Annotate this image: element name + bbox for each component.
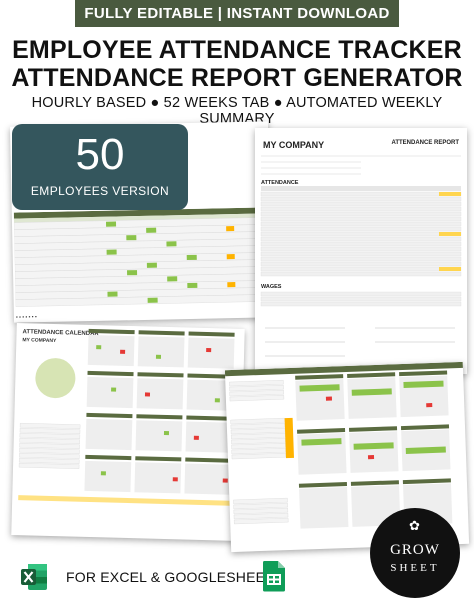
top-banner: FULLY EDITABLE | INSTANT DOWNLOAD <box>75 0 399 27</box>
badge-label: EMPLOYEES VERSION <box>30 184 170 198</box>
report-section-wages: WAGES <box>261 284 282 290</box>
employee-table-preview <box>13 207 268 307</box>
main-title-line2: ATTENDANCE REPORT GENERATOR <box>11 64 463 92</box>
attendance-report-preview: MY COMPANY ATTENDANCE REPORT ATTENDANCE … <box>255 128 467 374</box>
report-brand: MY COMPANY <box>263 140 325 150</box>
report-section-attendance: ATTENDANCE <box>261 180 299 186</box>
attendance-tracker-preview <box>224 361 470 553</box>
calendar-grid-preview <box>18 328 235 506</box>
footer-compatibility: FOR EXCEL & GOOGLESHEETS <box>66 569 284 585</box>
main-title-line1: EMPLOYEE ATTENDANCE TRACKER <box>12 36 462 64</box>
attendance-calendar-preview: ATTENDANCE CALENDAR MY COMPANY <box>11 323 245 541</box>
spreadsheet-preview: ▪ ▪ ▪ ▪ ▪ ▪ ▪ <box>9 121 273 323</box>
logo-word-grow: GROW <box>390 542 440 558</box>
logo-word-sheet: SHEET <box>390 562 440 574</box>
grow-sheet-logo: ✿ GROW SHEET <box>370 508 460 598</box>
sheet-tabs: ▪ ▪ ▪ ▪ ▪ ▪ ▪ <box>15 314 37 321</box>
tracker-grid-preview <box>224 361 463 529</box>
report-table-lines <box>260 155 462 357</box>
excel-icon <box>21 564 47 590</box>
badge-number: 50 <box>75 130 125 179</box>
google-sheets-icon <box>262 561 285 592</box>
flower-icon: ✿ <box>409 518 420 533</box>
report-title: ATTENDANCE REPORT <box>391 140 459 146</box>
employees-version-badge: 50 EMPLOYEES VERSION <box>12 124 188 210</box>
